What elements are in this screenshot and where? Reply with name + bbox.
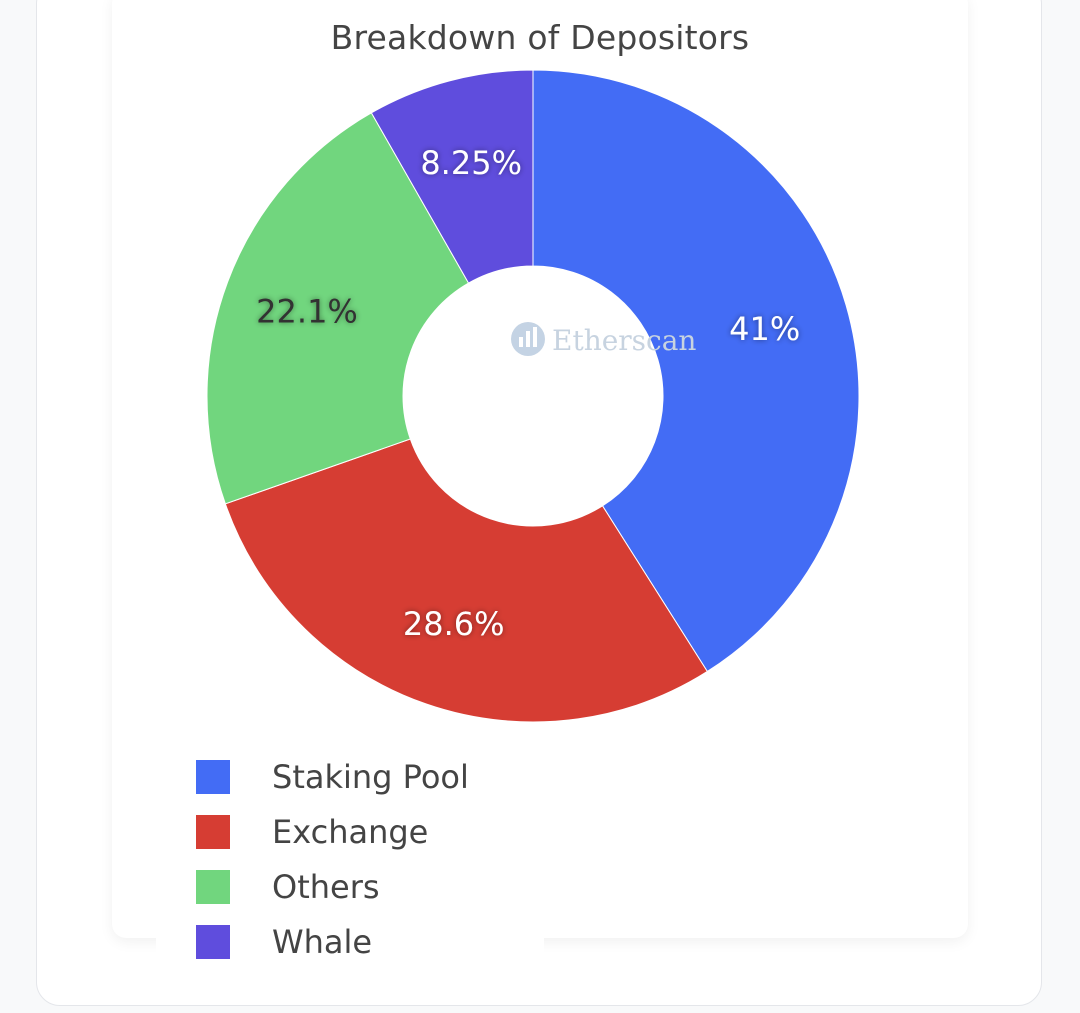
- slice-whale[interactable]: [370, 69, 534, 284]
- watermark: Etherscan: [511, 322, 696, 357]
- legend-label: Staking Pool: [272, 758, 469, 796]
- legend-label: Others: [272, 868, 380, 906]
- legend-swatch: [196, 760, 230, 794]
- legend-item-exchange[interactable]: Exchange: [196, 813, 429, 851]
- legend-item-whale[interactable]: Whale: [196, 923, 373, 961]
- slice-exchange[interactable]: [224, 438, 709, 723]
- data-label-staking-pool: 41%: [729, 310, 800, 348]
- legend-label: Exchange: [272, 813, 429, 851]
- legend-swatch: [196, 925, 230, 959]
- chart-title: Breakdown of Depositors: [330, 18, 750, 57]
- slice-staking-pool[interactable]: [532, 69, 860, 673]
- legend-item-staking-pool[interactable]: Staking Pool: [196, 758, 469, 796]
- legend-swatch: [196, 815, 230, 849]
- legend-swatch: [196, 870, 230, 904]
- data-label-exchange: 28.6%: [403, 605, 505, 643]
- data-label-whale: 8.25%: [420, 144, 522, 182]
- legend-label: Whale: [272, 923, 373, 961]
- data-label-others: 22.1%: [256, 293, 358, 331]
- slice-others[interactable]: [206, 112, 470, 505]
- legend-item-others[interactable]: Others: [196, 868, 380, 906]
- watermark-text: Etherscan: [552, 324, 696, 357]
